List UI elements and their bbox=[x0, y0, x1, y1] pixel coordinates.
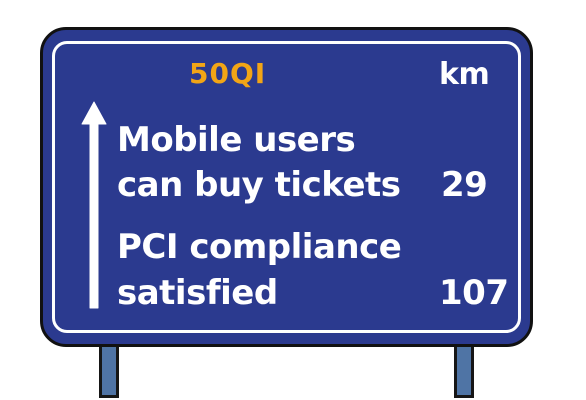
destination-1-line-1: Mobile users bbox=[117, 120, 356, 160]
distance-unit-label: km bbox=[439, 57, 490, 92]
sign-board: 50QI km Mobile users can buy tickets 29 … bbox=[40, 27, 533, 347]
up-arrow-icon bbox=[81, 101, 107, 309]
sign-post-right bbox=[454, 342, 474, 398]
destination-2-distance: 107 bbox=[439, 273, 509, 313]
destination-1-line-2: can buy tickets bbox=[117, 165, 401, 205]
destination-2-line-2: satisfied bbox=[117, 273, 278, 313]
sign-post-left bbox=[99, 342, 119, 398]
sign-inner-border bbox=[52, 41, 521, 333]
destination-2-line-1: PCI compliance bbox=[117, 227, 402, 267]
sign-code: 50QI bbox=[189, 57, 267, 90]
destination-1-distance: 29 bbox=[441, 165, 488, 205]
